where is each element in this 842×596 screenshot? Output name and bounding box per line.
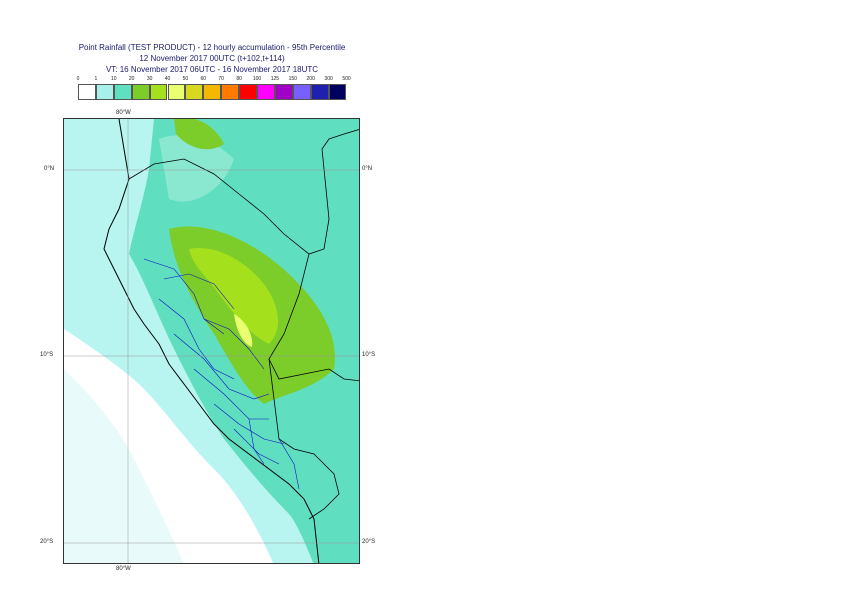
legend-color-box — [203, 84, 222, 100]
legend-color-box — [149, 84, 168, 100]
graticule — [64, 119, 359, 563]
legend-tick-label: 125 — [270, 76, 280, 82]
legend-color-box — [328, 84, 347, 100]
lat-label-10s-right: 10°S — [362, 352, 376, 358]
validity-time: VT: 16 November 2017 06UTC - 16 November… — [105, 65, 319, 74]
legend-tick-label: 80 — [236, 76, 242, 82]
peak-rain-cell — [234, 314, 253, 347]
legend-tick-label: 10 — [111, 76, 117, 82]
lat-label-20s-left: 20°S — [40, 539, 54, 545]
legend-tick-label: 60 — [200, 76, 207, 82]
regional-borders — [143, 258, 300, 490]
legend-tick-label: 1 — [94, 76, 98, 82]
legend-color-box — [274, 84, 293, 100]
legend-color-box — [185, 84, 204, 100]
legend-color-box — [131, 84, 150, 100]
lat-label-0-left: 0°N — [44, 166, 55, 172]
rainfall-map — [63, 118, 360, 564]
legend-color-box — [221, 84, 240, 100]
legend-tick-label: 300 — [324, 76, 333, 82]
country-border-east — [268, 253, 359, 382]
map-title: Point Rainfall (TEST PRODUCT) - 12 hourl… — [78, 43, 346, 52]
legend-tick-label: 40 — [164, 76, 171, 82]
heavy-rain-inner — [189, 248, 279, 344]
lon-label-top: 80°W — [116, 110, 131, 116]
legend-tick-label: 50 — [182, 76, 189, 82]
legend-tick-label: 200 — [306, 76, 315, 82]
legend-tick-label: 30 — [146, 76, 153, 82]
legend-tick-label: 70 — [218, 76, 224, 82]
legend-color-box — [167, 84, 186, 100]
forecast-base-time: 12 November 2017 00UTC (t+102,t+114) — [139, 54, 285, 63]
country-border-south — [268, 358, 340, 520]
legend-tick-label: 150 — [288, 76, 297, 82]
legend-color-box — [292, 84, 311, 100]
legend-color-box — [95, 84, 114, 100]
map-canvas — [64, 119, 359, 563]
lat-label-0-right: 0°N — [362, 166, 373, 172]
rain-pocket — [159, 135, 234, 202]
legend-color-box — [239, 84, 257, 100]
lon-label-bottom: 80°W — [116, 566, 131, 572]
legend-color-box — [310, 84, 329, 100]
legend-color-box — [257, 84, 275, 100]
coastline — [103, 119, 320, 563]
northern-rain-cell — [174, 119, 224, 150]
lat-label-10s-left: 10°S — [40, 352, 54, 358]
legend-tick-label: 0 — [76, 76, 80, 82]
legend-tick-label: 20 — [128, 76, 135, 82]
legend-tick-label: 500 — [342, 76, 351, 82]
legend-color-box — [78, 84, 96, 100]
lat-label-20s-right: 20°S — [362, 539, 376, 545]
legend-tick-label: 100 — [252, 76, 262, 82]
legend-color-box — [113, 84, 132, 100]
ocean-light-band — [64, 369, 184, 563]
